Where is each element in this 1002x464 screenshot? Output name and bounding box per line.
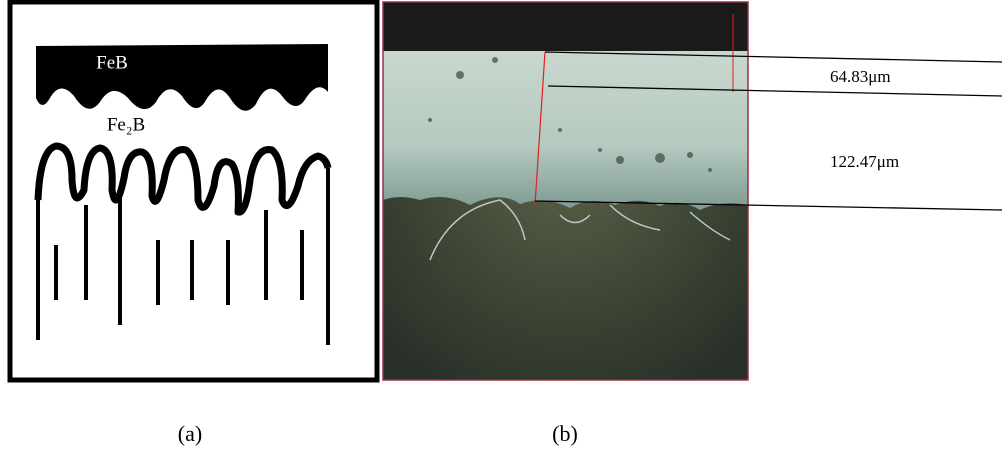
boride-layer (383, 51, 748, 210)
thickness-feb: 64.83μm (830, 67, 891, 86)
feb-label: FeB (96, 52, 128, 73)
figure: FeB Fe₂B 64.83μm 122.47μm (a) (b) (0, 0, 1002, 459)
caption-a: (a) (178, 421, 202, 446)
panel-a: FeB Fe₂B (10, 2, 377, 380)
fe2b-label: Fe₂B (107, 114, 145, 135)
thickness-total: 122.47μm (830, 152, 899, 171)
micrograph-resin (383, 2, 748, 51)
panel-b (383, 2, 748, 380)
caption-b: (b) (552, 421, 578, 446)
page: FeB Fe₂B 64.83μm 122.47μm (a) (b) (() =>… (0, 0, 1002, 459)
